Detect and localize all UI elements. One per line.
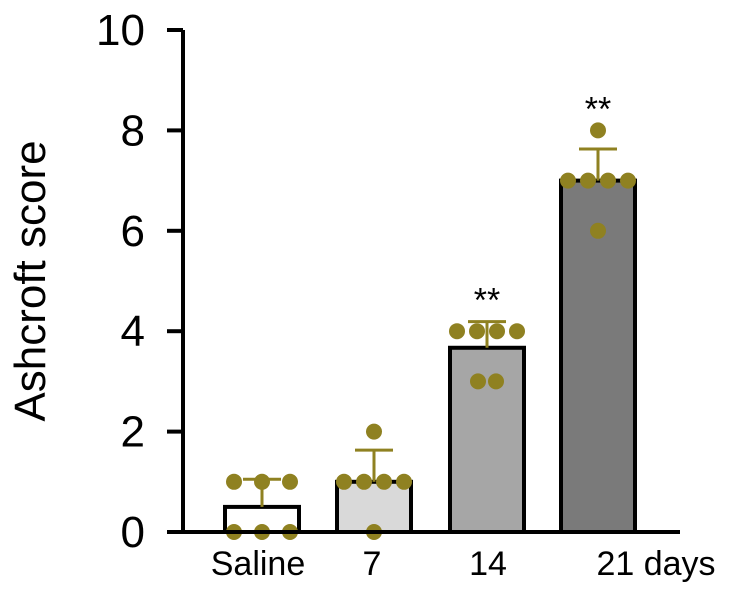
bar-3 bbox=[559, 178, 637, 534]
data-point-3-5 bbox=[590, 122, 606, 139]
data-point-1-1 bbox=[336, 473, 352, 490]
data-point-3-2 bbox=[580, 172, 596, 189]
x-tick-label-3: 21 days bbox=[596, 545, 715, 583]
significance-annotation-3: ** bbox=[585, 90, 611, 128]
data-point-2-0 bbox=[470, 373, 486, 390]
data-point-1-3 bbox=[376, 473, 392, 490]
y-tick-label-1: 2 bbox=[121, 408, 145, 457]
data-point-2-5 bbox=[509, 323, 525, 340]
data-point-2-3 bbox=[469, 323, 485, 340]
y-tick-label-3: 6 bbox=[121, 207, 145, 256]
significance-annotation-2: ** bbox=[474, 282, 500, 320]
bar-1 bbox=[335, 479, 413, 534]
data-point-1-2 bbox=[356, 473, 372, 490]
y-tick-label-4: 8 bbox=[121, 106, 145, 155]
x-tick-label-2: 14 bbox=[469, 545, 507, 583]
bar-2 bbox=[448, 345, 526, 534]
x-tick-label-0: Saline bbox=[211, 545, 306, 583]
data-point-0-3 bbox=[226, 473, 242, 490]
data-point-1-5 bbox=[366, 423, 382, 440]
data-point-0-4 bbox=[254, 473, 270, 490]
data-point-3-1 bbox=[560, 172, 576, 189]
data-point-1-4 bbox=[396, 473, 412, 490]
data-point-0-5 bbox=[282, 473, 298, 490]
y-tick-label-2: 4 bbox=[121, 307, 145, 356]
y-axis-title: Ashcroft score bbox=[6, 140, 55, 421]
y-tick-label-0: 0 bbox=[121, 508, 145, 557]
data-point-3-0 bbox=[590, 222, 606, 239]
data-point-2-4 bbox=[489, 323, 505, 340]
y-tick-label-5: 10 bbox=[96, 6, 145, 55]
axes-frame bbox=[181, 30, 680, 534]
data-point-2-1 bbox=[488, 373, 504, 390]
data-point-3-4 bbox=[620, 172, 636, 189]
x-tick-label-1: 7 bbox=[363, 545, 382, 583]
data-point-3-3 bbox=[600, 172, 616, 189]
data-point-2-2 bbox=[449, 323, 465, 340]
